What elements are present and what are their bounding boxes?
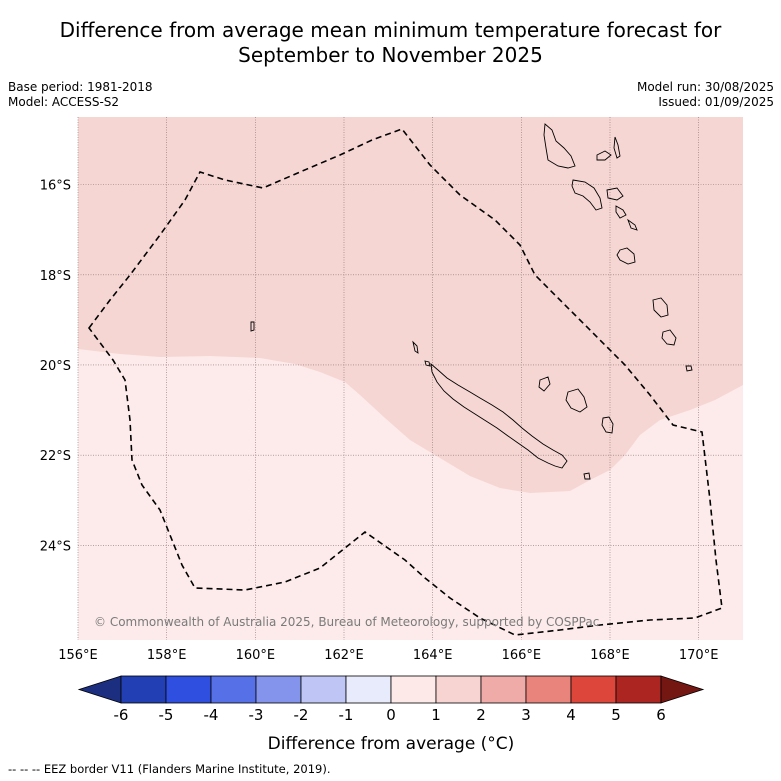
colorbar-segment: [210, 675, 257, 704]
belep-islands-coast: [412, 340, 431, 367]
title-line-1: Difference from average mean minimum tem…: [59, 18, 722, 42]
copyright-notice: © Commonwealth of Australia 2025, Bureau…: [94, 615, 599, 629]
colorbar-segment: [390, 675, 437, 704]
colorbar-tick: -4: [204, 706, 219, 724]
lat-label: 18°S: [40, 269, 71, 284]
colorbar-tick: 5: [611, 706, 621, 724]
lon-label: 158°E: [147, 648, 187, 663]
colorbar-label: Difference from average (°C): [268, 734, 515, 754]
lat-label: 16°S: [40, 179, 71, 194]
model-name: Model: ACCESS-S2: [8, 95, 120, 109]
longitude-labels: 156°E 158°E 160°E 162°E 164°E 166°E 168°E 170°E: [58, 648, 718, 663]
meta-left: Base period: 1981-2018 Model: ACCESS-S2: [8, 80, 153, 110]
colorbar-tick: 3: [521, 706, 531, 724]
colorbar-segment: [615, 675, 662, 704]
map-area: [78, 117, 743, 640]
isle-of-pines-coast: [583, 472, 591, 480]
colorbar-segment: [480, 675, 527, 704]
colorbar-tick: -1: [339, 706, 354, 724]
colorbar-segment: [120, 675, 167, 704]
colorbar-segment: [255, 675, 302, 704]
colorbar-segment: [525, 675, 572, 704]
colorbar-extend-low: [77, 675, 122, 704]
colorbar-tick: 6: [656, 706, 666, 724]
colorbar-tick: -3: [249, 706, 264, 724]
colorbar-tick: 0: [386, 706, 396, 724]
colorbar-segment: [570, 675, 617, 704]
graticule: [77, 117, 743, 640]
colorbar-segment: [435, 675, 482, 704]
colorbar-tick: 1: [431, 706, 441, 724]
colorbar: [77, 675, 705, 704]
colorbar-extend-high: [660, 675, 705, 704]
anomaly-region-1-to-2: [78, 117, 743, 493]
eez-border: [88, 128, 723, 636]
lat-label: 20°S: [40, 359, 71, 374]
colorbar-tick: 2: [476, 706, 486, 724]
colorbar-segment: [300, 675, 347, 704]
latitude-labels: 16°S 18°S 20°S 22°S 24°S: [40, 179, 71, 555]
lon-label: 156°E: [58, 648, 98, 663]
colorbar-segment: [165, 675, 212, 704]
lon-label: 162°E: [324, 648, 364, 663]
vanuatu-coast: [250, 123, 693, 372]
lon-label: 164°E: [413, 648, 453, 663]
colorbar-tick-labels: -6 -5 -4 -3 -2 -1 0 1 2 3 4 5 6: [114, 706, 666, 724]
lon-label: 168°E: [590, 648, 630, 663]
chart-title: Difference from average mean minimum tem…: [0, 18, 781, 68]
lon-label: 170°E: [679, 648, 719, 663]
eez-footnote: -- -- -- EEZ border V11 (Flanders Marine…: [8, 762, 331, 776]
colorbar-tick: -2: [294, 706, 309, 724]
issued-date: Issued: 01/09/2025: [658, 95, 774, 109]
lat-label: 22°S: [40, 449, 71, 464]
loyalty-islands-coast: [538, 376, 614, 434]
meta-right: Model run: 30/08/2025 Issued: 01/09/2025: [637, 80, 774, 110]
colorbar-tick: -6: [114, 706, 129, 724]
colorbar-tick: -5: [159, 706, 174, 724]
lon-label: 166°E: [502, 648, 542, 663]
lon-label: 160°E: [236, 648, 276, 663]
model-run: Model run: 30/08/2025: [636, 80, 774, 94]
base-period: Base period: 1981-2018: [8, 80, 153, 94]
colorbar-segment: [345, 675, 392, 704]
title-line-2: September to November 2025: [238, 43, 543, 67]
new-caledonia-coast: [430, 362, 568, 469]
lat-label: 24°S: [40, 539, 71, 554]
coastlines: [250, 123, 693, 480]
colorbar-tick: 4: [566, 706, 576, 724]
